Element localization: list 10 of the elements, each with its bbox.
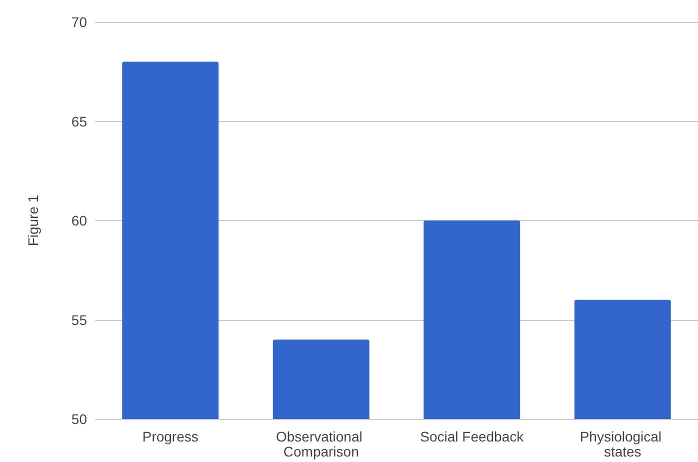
y-tick-label: 60 xyxy=(71,212,88,228)
y-tick-label: 65 xyxy=(71,113,88,130)
y-tick-label: 70 xyxy=(71,14,88,30)
y-axis-title: Figure 1 xyxy=(25,194,41,246)
x-tick-label: Progress xyxy=(142,428,198,444)
y-tick-label: 55 xyxy=(71,312,88,328)
x-tick-label: Social Feedback xyxy=(420,428,525,444)
y-tick-label: 50 xyxy=(71,411,88,427)
x-tick-label: Observational Comparison xyxy=(276,428,366,460)
x-tick-label: Physiological states xyxy=(580,428,666,460)
